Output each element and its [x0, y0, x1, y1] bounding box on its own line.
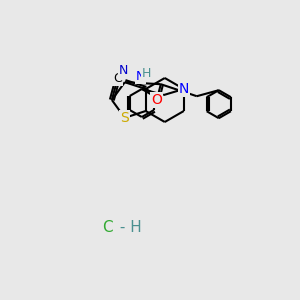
Text: - H: - H [115, 220, 141, 236]
Text: N: N [119, 64, 128, 77]
Text: S: S [120, 111, 129, 125]
Text: H: H [142, 67, 152, 80]
Text: N: N [136, 70, 146, 83]
Text: Cl: Cl [103, 220, 117, 236]
Text: C: C [113, 72, 122, 85]
Text: O: O [151, 93, 162, 107]
Text: N: N [178, 82, 189, 96]
